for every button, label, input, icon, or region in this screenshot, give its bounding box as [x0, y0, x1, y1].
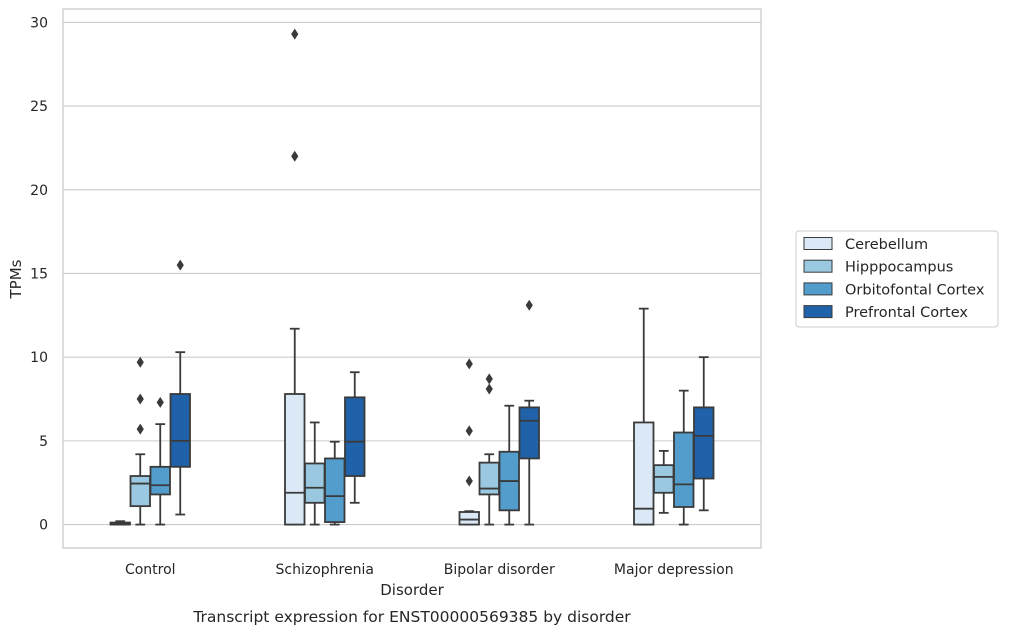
- box-prefrontal-cortex-2: [518, 299, 540, 526]
- x-axis-ticks: Control Schizophrenia Bipolar disorder Majo…: [125, 562, 734, 578]
- box-prefrontal-cortex-3: [693, 356, 715, 512]
- box-cerebellum-1: [284, 28, 306, 526]
- box-orbitofontal-cortex-0: [149, 396, 171, 526]
- y-tick-label: 0: [39, 518, 48, 534]
- box-hipppocampus-2: [478, 373, 500, 526]
- box-iqr: [344, 396, 366, 477]
- outlier-point: [176, 259, 184, 271]
- x-tick-label: Bipolar disorder: [444, 562, 555, 578]
- legend-swatch: [803, 259, 833, 273]
- box-iqr: [149, 465, 171, 496]
- outlier-point: [465, 475, 473, 487]
- outlier-point: [136, 423, 144, 435]
- x-tick-label: Major depression: [614, 562, 734, 578]
- outlier-point: [136, 393, 144, 405]
- y-axis-label: TPMs: [7, 259, 25, 299]
- y-axis-ticks: 0 5 10 15 20 25 30: [30, 15, 48, 533]
- outlier-point: [291, 28, 299, 40]
- box-iqr: [169, 393, 191, 468]
- outlier-point: [465, 425, 473, 437]
- box-iqr: [458, 511, 480, 526]
- y-tick-label: 30: [30, 15, 48, 31]
- box-iqr: [304, 462, 326, 504]
- legend-frame: [795, 230, 999, 328]
- x-tick-label: Control: [125, 562, 176, 578]
- legend: Cerebellum Hipppocampus Orbitofontal Corte…: [795, 230, 999, 328]
- legend-swatch: [803, 282, 833, 296]
- outlier-point: [156, 396, 164, 408]
- legend-swatch: [803, 305, 833, 319]
- y-tick-label: 20: [30, 183, 48, 199]
- grid-layer: [63, 21, 761, 526]
- box-hipppocampus-3: [653, 450, 675, 514]
- plot-frame: [62, 8, 762, 549]
- box-iqr: [693, 406, 715, 480]
- box-iqr: [518, 406, 540, 460]
- y-tick-label: 15: [30, 266, 48, 282]
- box-layer: [109, 28, 715, 526]
- outlier-point: [485, 373, 493, 385]
- outlier-point: [136, 356, 144, 368]
- box-prefrontal-cortex-1: [344, 371, 366, 504]
- box-prefrontal-cortex-0: [169, 259, 191, 516]
- box-iqr: [129, 475, 151, 508]
- box-orbitofontal-cortex-2: [498, 404, 520, 526]
- legend-label: Cerebellum: [845, 237, 928, 253]
- x-axis-label: Disorder: [380, 581, 444, 599]
- box-iqr: [673, 431, 695, 508]
- outlier-point: [291, 150, 299, 162]
- x-tick-label: Schizophrenia: [276, 562, 374, 578]
- legend-label: Prefrontal Cortex: [845, 305, 968, 321]
- box-cerebellum-3: [633, 307, 655, 526]
- y-tick-label: 5: [39, 434, 48, 450]
- box-iqr: [324, 457, 346, 523]
- legend-label: Orbitofontal Cortex: [845, 282, 985, 298]
- y-tick-label: 25: [30, 99, 48, 115]
- outlier-point: [485, 383, 493, 395]
- legend-label: Hipppocampus: [845, 260, 953, 276]
- box-hipppocampus-0: [129, 356, 151, 526]
- box-iqr: [478, 461, 500, 496]
- legend-swatch: [803, 237, 833, 250]
- box-orbitofontal-cortex-1: [324, 440, 346, 526]
- chart-caption: Transcript expression for ENST0000056938…: [192, 608, 631, 626]
- y-tick-label: 10: [30, 350, 48, 366]
- box-orbitofontal-cortex-3: [673, 389, 695, 526]
- box-cerebellum-0: [109, 520, 131, 526]
- outlier-point: [465, 358, 473, 370]
- box-cerebellum-2: [458, 358, 480, 526]
- box-iqr: [653, 464, 675, 494]
- box-hipppocampus-1: [304, 421, 326, 526]
- box-iqr: [284, 393, 306, 526]
- outlier-point: [525, 299, 533, 311]
